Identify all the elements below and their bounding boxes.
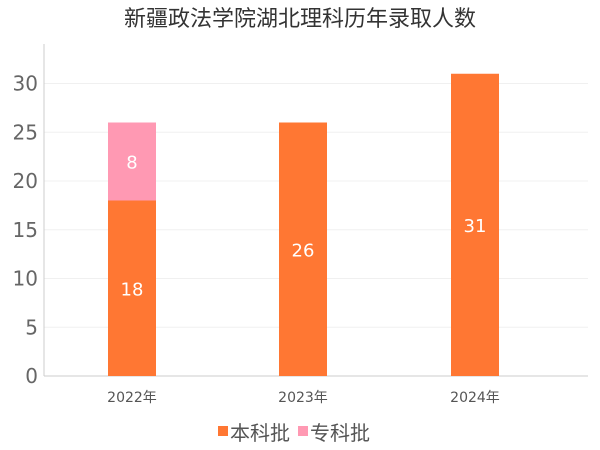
bar-value-label: 8 xyxy=(126,153,137,174)
y-tick-label: 20 xyxy=(13,169,38,193)
legend-label-benke: 本科批 xyxy=(230,421,290,445)
chart-title: 新疆政法学院湖北理科历年录取人数 xyxy=(124,7,476,32)
bar-value-label: 26 xyxy=(292,240,315,261)
legend-label-zhuanke: 专科批 xyxy=(310,421,370,445)
data-labels: 18 8 26 31 xyxy=(121,153,487,301)
y-tick-label: 10 xyxy=(13,267,38,291)
bar-value-label: 18 xyxy=(121,279,144,300)
y-tick-label: 15 xyxy=(13,218,38,242)
legend: 本科批 专科批 xyxy=(218,421,370,445)
x-tick-label: 2022年 xyxy=(107,390,157,406)
x-tick-label: 2024年 xyxy=(450,390,500,406)
y-tick-label: 25 xyxy=(13,120,38,144)
bar-benke xyxy=(108,200,156,376)
legend-swatch xyxy=(218,426,228,436)
bar-benke xyxy=(279,122,327,376)
bar-value-label: 31 xyxy=(464,216,487,237)
legend-swatch xyxy=(298,426,308,436)
bar-zhuanke xyxy=(108,122,156,201)
bar-benke xyxy=(451,73,499,376)
y-tick-label: 0 xyxy=(25,364,38,388)
bars xyxy=(108,73,499,376)
y-tick-label: 5 xyxy=(25,315,38,339)
y-tick-label: 30 xyxy=(13,72,38,96)
x-tick-label: 2023年 xyxy=(278,390,328,406)
